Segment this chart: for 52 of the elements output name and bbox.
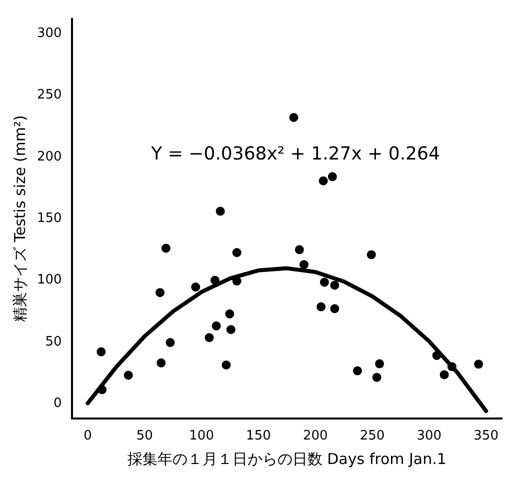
- point: [330, 280, 340, 290]
- point: [96, 347, 106, 356]
- y-tick-label: 300: [36, 26, 62, 41]
- point: [316, 302, 326, 312]
- point: [98, 385, 107, 394]
- y-tick-label: 100: [36, 272, 62, 288]
- point: [318, 176, 328, 186]
- point: [330, 304, 340, 314]
- point: [166, 338, 175, 348]
- point: [352, 366, 362, 376]
- point: [447, 362, 456, 372]
- point: [124, 370, 133, 380]
- point: [226, 325, 236, 334]
- x-tick-label: 300: [416, 428, 442, 444]
- point: [232, 248, 242, 258]
- point: [204, 333, 214, 342]
- point: [210, 276, 220, 285]
- point: [216, 206, 225, 216]
- x-tick-label: 250: [360, 428, 385, 444]
- y-tick-label: 150: [36, 210, 62, 226]
- x-axis-title: 採集年の１月１日からの日数 Days from Jan.1: [127, 450, 446, 468]
- point: [328, 172, 337, 182]
- point: [440, 370, 449, 380]
- point: [372, 372, 382, 382]
- y-tick-label: 50: [45, 334, 62, 350]
- point: [366, 250, 376, 260]
- point: [432, 351, 442, 360]
- point: [225, 309, 234, 318]
- y-tick-label: 200: [36, 149, 62, 164]
- point: [156, 358, 166, 368]
- point: [191, 282, 200, 292]
- x-tick-label: 100: [189, 428, 214, 444]
- x-tick-label: 50: [136, 428, 153, 444]
- point: [294, 245, 304, 254]
- point: [289, 112, 298, 122]
- x-tick-label: 350: [474, 428, 498, 444]
- point: [320, 278, 329, 287]
- point: [232, 276, 242, 286]
- point: [156, 288, 165, 298]
- point: [222, 360, 231, 370]
- y-tick-label: 250: [36, 88, 62, 103]
- point: [299, 260, 308, 270]
- point: [161, 244, 170, 253]
- point: [375, 359, 384, 368]
- y-axis-title: 精巣サイズ Testis size (mm²): [10, 115, 29, 322]
- point: [474, 360, 484, 369]
- point: [212, 321, 221, 330]
- x-tick-label: 200: [302, 428, 328, 444]
- x-tick-label: 0: [84, 428, 92, 444]
- y-tick-label: 0: [54, 396, 62, 411]
- annotation: Y = −0.0368x² + 1.27x + 0.264: [150, 143, 440, 164]
- x-tick-label: 150: [246, 428, 271, 444]
